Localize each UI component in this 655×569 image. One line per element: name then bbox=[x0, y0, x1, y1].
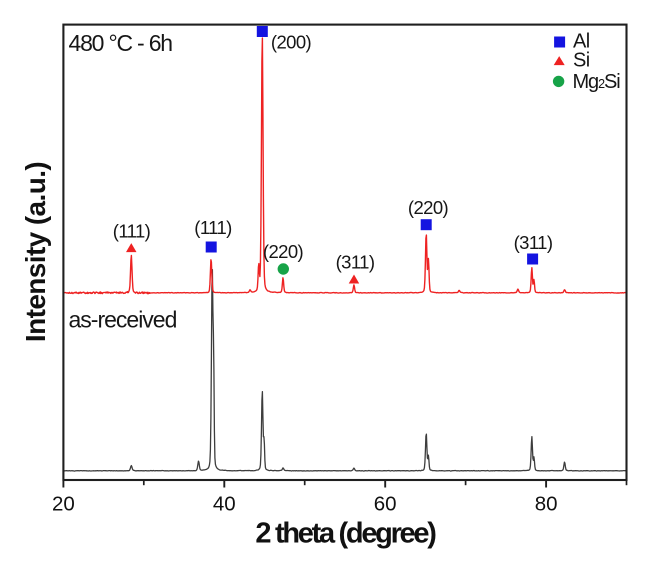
svg-text:20: 20 bbox=[52, 493, 75, 516]
svg-text:(111): (111) bbox=[113, 221, 151, 242]
svg-text:(200): (200) bbox=[271, 31, 312, 52]
svg-text:80: 80 bbox=[535, 493, 558, 516]
svg-text:(311): (311) bbox=[514, 232, 553, 253]
svg-text:40: 40 bbox=[213, 493, 236, 516]
svg-text:Intensity (a.u.): Intensity (a.u.) bbox=[20, 162, 51, 342]
svg-text:Mg2Si: Mg2Si bbox=[573, 71, 621, 93]
svg-text:(220): (220) bbox=[263, 241, 304, 262]
svg-text:(111): (111) bbox=[194, 217, 232, 238]
svg-text:Si: Si bbox=[573, 50, 590, 72]
svg-text:(220): (220) bbox=[408, 197, 449, 218]
svg-text:2 theta (degree): 2 theta (degree) bbox=[255, 518, 436, 550]
svg-text:480 °C - 6h: 480 °C - 6h bbox=[69, 30, 173, 56]
svg-text:as-received: as-received bbox=[69, 307, 177, 333]
svg-text:(311): (311) bbox=[336, 252, 375, 273]
svg-text:Al: Al bbox=[573, 31, 590, 53]
svg-text:60: 60 bbox=[374, 493, 397, 516]
